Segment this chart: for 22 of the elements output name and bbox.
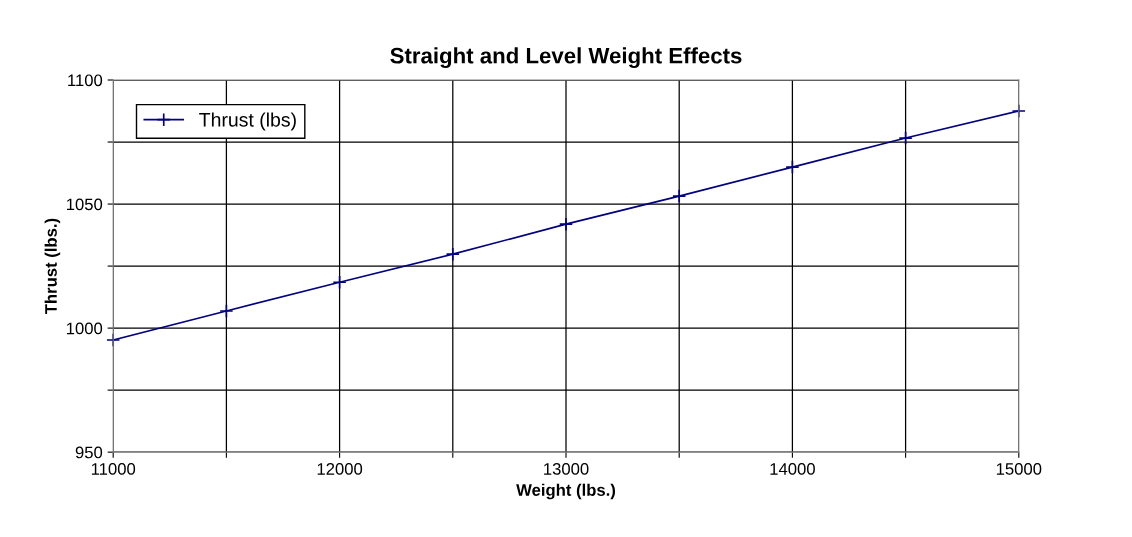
- y-tick-label: 1000: [66, 322, 103, 335]
- point: [445, 247, 460, 262]
- x-tick-label: 12000: [317, 463, 363, 475]
- x-tick-label: 11000: [91, 463, 136, 475]
- point: [1011, 103, 1026, 119]
- y-tick-label: 1100: [68, 74, 103, 87]
- x-axis-title: Weight (lbs.): [516, 483, 616, 500]
- point: [332, 275, 347, 290]
- point: [219, 303, 234, 319]
- y-tick-label: 1050: [66, 198, 103, 211]
- x-tick-label: 15000: [996, 463, 1042, 475]
- point: [785, 160, 800, 175]
- chart-title: Straight and Level Weight Effects: [390, 47, 742, 69]
- x-tick-label: 13000: [544, 463, 589, 475]
- x-tick-label: 14000: [770, 463, 815, 475]
- legend-label: Thrust (lbs): [199, 112, 296, 131]
- point: [898, 130, 913, 146]
- point: [106, 332, 121, 348]
- point: [558, 217, 574, 232]
- y-axis-title: Thrust (lbs.): [44, 218, 61, 315]
- point: [672, 189, 687, 204]
- y-tick-label: 950: [75, 446, 103, 459]
